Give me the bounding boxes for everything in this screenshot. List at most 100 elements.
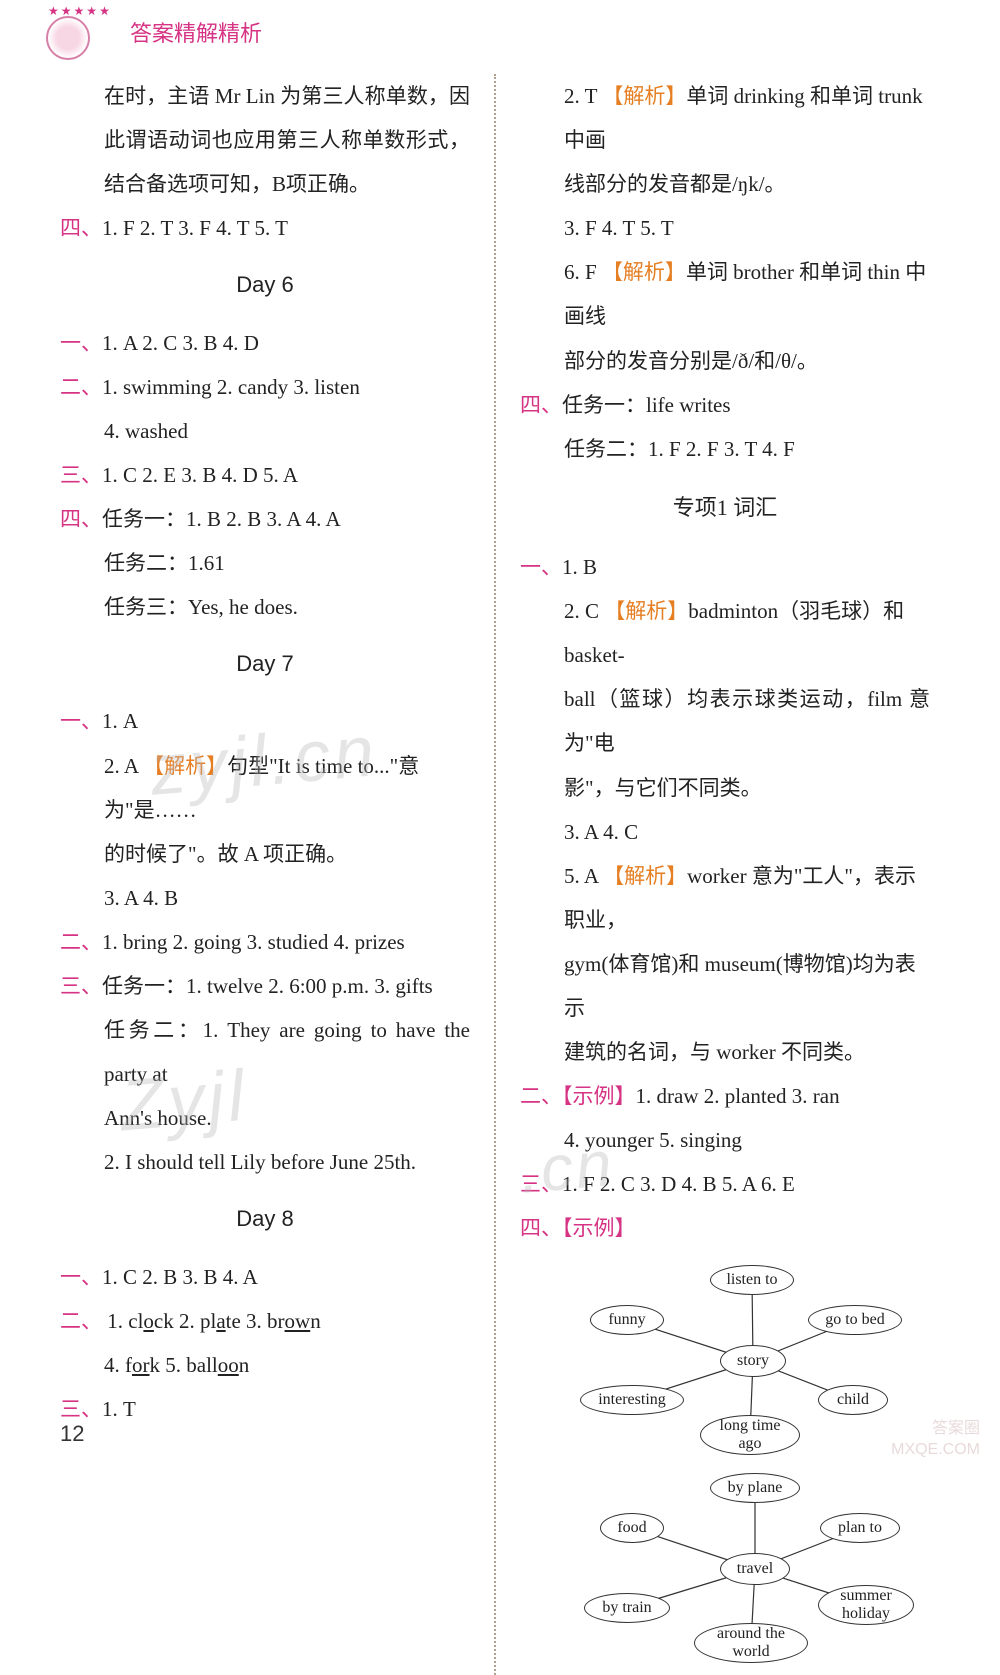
example-tag: 【示例】	[562, 1216, 636, 1240]
answer-line: ball（篮球）均表示球类运动，film 意为"电	[520, 677, 930, 765]
answer-line: 部分的发音分别是/ð/和/θ/。	[520, 339, 930, 383]
section-marker: 二、	[60, 1309, 102, 1333]
analysis-tag: 【解析】	[602, 84, 686, 108]
mindmap-node: funny	[590, 1305, 664, 1335]
answers: 1. F 2. T 3. F 4. T 5. T	[102, 216, 288, 240]
answer-line: 一、1. A	[60, 699, 470, 743]
day-heading: Day 6	[60, 262, 470, 308]
answer-line: 任务二：1.61	[60, 541, 470, 585]
answer-line: 任务二：1. F 2. F 3. T 4. F	[520, 427, 930, 471]
answer-line: 4. younger 5. singing	[520, 1118, 930, 1162]
example-tag: 【示例】	[562, 1084, 636, 1108]
analysis-tag: 【解析】	[603, 864, 687, 888]
section-marker: 二、	[60, 375, 102, 399]
mindmap-node: food	[600, 1513, 664, 1543]
header-title: 答案精解精析	[130, 16, 262, 48]
answers: 1. C 2. E 3. B 4. D 5. A	[102, 463, 298, 487]
mindmap-node: child	[818, 1385, 888, 1415]
answer-line: 三、任务一：1. twelve 2. 6:00 p.m. 3. gifts	[60, 964, 470, 1008]
answer-line: 二、【示例】1. draw 2. planted 3. ran	[520, 1074, 930, 1118]
section-marker: 四、	[60, 507, 102, 531]
analysis-tag: 【解析】	[143, 754, 227, 778]
page: ★ ★ ★ ★ ★ 答案精解精析 zyjl.cn Zyjl .cn 答案圈 MX…	[0, 0, 1000, 1471]
star-icon: ★	[86, 4, 97, 19]
answer-line: 建筑的名词，与 worker 不同类。	[520, 1030, 930, 1074]
section-marker: 三、	[60, 974, 102, 998]
underline: a	[216, 1309, 225, 1333]
section-marker: 二、	[60, 930, 102, 954]
answer-line: 2. I should tell Lily before June 25th.	[60, 1140, 470, 1184]
answers: ck 2. pl	[154, 1309, 216, 1333]
answer-line: 四、任务一：life writes	[520, 383, 930, 427]
topic-heading: 专项1 词汇	[520, 485, 930, 531]
answer-line: 三、1. F 2. C 3. D 4. B 5. A 6. E	[520, 1162, 930, 1206]
answer-line: 3. A 4. B	[60, 876, 470, 920]
answer-line: 一、1. C 2. B 3. B 4. A	[60, 1255, 470, 1299]
text-line: 在时，主语 Mr Lin 为第三人称单数，因此谓语动词也应用第三人称单数形式，结…	[60, 74, 470, 206]
answer-line: 四、任务一：1. B 2. B 3. A 4. A	[60, 497, 470, 541]
content-columns: 在时，主语 Mr Lin 为第三人称单数，因此谓语动词也应用第三人称单数形式，结…	[0, 64, 1000, 1675]
answers: 4. f	[104, 1353, 132, 1377]
underline: oo	[218, 1353, 239, 1377]
answers: 2. A	[104, 754, 143, 778]
mindmap-node: around the world	[694, 1623, 808, 1663]
mindmap-node: summer holiday	[818, 1585, 914, 1625]
answer-line: 四、【示例】	[520, 1206, 930, 1250]
answer-line: 二、1. swimming 2. candy 3. listen	[60, 365, 470, 409]
star-icon: ★	[99, 4, 110, 19]
mindmap-node: plan to	[820, 1513, 900, 1543]
underline: or	[132, 1353, 150, 1377]
answer-line: 一、1. B	[520, 545, 930, 589]
answers: k 5. ball	[150, 1353, 218, 1377]
answers: 1. T	[102, 1397, 136, 1421]
answers: 1. B	[562, 555, 597, 579]
answer-line: 三、1. T	[60, 1387, 470, 1431]
section-marker: 三、	[520, 1172, 562, 1196]
answer-line: 一、1. A 2. C 3. B 4. D	[60, 321, 470, 365]
answers: n	[310, 1309, 321, 1333]
answers: 5. A	[564, 864, 603, 888]
mindmap-node: listen to	[710, 1265, 794, 1295]
star-icon: ★	[48, 4, 59, 19]
column-divider	[494, 74, 496, 1675]
section-marker: 二、	[520, 1084, 562, 1108]
section-marker: 三、	[60, 1397, 102, 1421]
mindmap-node: by plane	[710, 1473, 800, 1503]
underline: o	[143, 1309, 154, 1333]
answer-line: 2. C 【解析】badminton（羽毛球）和 basket-	[520, 589, 930, 677]
section-marker: 一、	[60, 1265, 102, 1289]
answers: n	[239, 1353, 250, 1377]
section-marker: 四、	[520, 1216, 562, 1240]
answer-line: 二、1. bring 2. going 3. studied 4. prizes	[60, 920, 470, 964]
analysis-tag: 【解析】	[602, 260, 686, 284]
section-marker: 四、	[60, 216, 102, 240]
answers: 2. T	[564, 84, 602, 108]
mindmap-node: go to bed	[808, 1305, 902, 1335]
answer-line: 5. A 【解析】worker 意为"工人"，表示职业，	[520, 854, 930, 942]
answers: 1. F 2. C 3. D 4. B 5. A 6. E	[562, 1172, 795, 1196]
answers: 1. A	[102, 709, 138, 733]
section-marker: 四、	[520, 393, 562, 417]
answer-line: 3. F 4. T 5. T	[520, 206, 930, 250]
answers: 1. bring 2. going 3. studied 4. prizes	[102, 930, 405, 954]
answer-line: 3. A 4. C	[520, 810, 930, 854]
left-column: 在时，主语 Mr Lin 为第三人称单数，因此谓语动词也应用第三人称单数形式，结…	[60, 74, 490, 1675]
answer-line: 2. A 【解析】句型"It is time to..."意为"是……	[60, 744, 470, 832]
answers: 2. C	[564, 599, 604, 623]
answers: te 3. br	[226, 1309, 285, 1333]
analysis-tag: 【解析】	[604, 599, 688, 623]
answer-line: 任务三：Yes, he does.	[60, 585, 470, 629]
mindmap-center: story	[720, 1345, 786, 1377]
answers: 任务一：life writes	[562, 393, 731, 417]
answers: 1. A 2. C 3. B 4. D	[102, 331, 259, 355]
answer-line: 四、1. F 2. T 3. F 4. T 5. T	[60, 206, 470, 250]
mindmap-travel: travelby planefoodplan toby trainsummer …	[560, 1467, 920, 1667]
answer-line: 线部分的发音都是/ŋk/。	[520, 162, 930, 206]
header-stars: ★ ★ ★ ★ ★	[48, 4, 110, 19]
answer-line: 2. T 【解析】单词 drinking 和单词 trunk 中画	[520, 74, 930, 162]
answer-line: Ann's house.	[60, 1096, 470, 1140]
answer-line: 三、1. C 2. E 3. B 4. D 5. A	[60, 453, 470, 497]
answer-line: 二、 1. clock 2. plate 3. brown	[60, 1299, 470, 1343]
section-marker: 一、	[60, 709, 102, 733]
mindmap-center: travel	[720, 1553, 790, 1585]
